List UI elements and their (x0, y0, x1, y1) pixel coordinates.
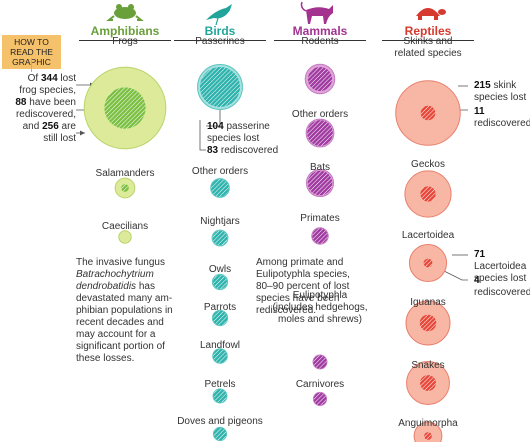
rediscovered-circle (307, 120, 333, 146)
rediscovered-circle (419, 314, 437, 332)
heading-rule (79, 40, 171, 41)
lacertoidea-rediscovered-note: 4 rediscovered (474, 275, 530, 298)
category-label: Nightjars (200, 216, 240, 227)
rediscovered-circle (420, 186, 436, 202)
category-label: Bats (309, 162, 331, 173)
category-label: Salamanders (95, 168, 155, 179)
category-label: Lacertoidea (401, 230, 455, 241)
category-label: Rodents (301, 36, 339, 47)
category-label: Geckos (411, 159, 445, 170)
bird-icon (206, 4, 232, 26)
category-label: Frogs (112, 36, 138, 47)
category-label: Iguanas (410, 297, 446, 308)
rediscovered-circle (211, 179, 229, 197)
rediscovered-circle (313, 392, 327, 406)
rediscovered-circle (212, 230, 228, 246)
category-label: Carnivores (295, 379, 345, 390)
rediscovered-circle (423, 258, 433, 268)
category-label: Other orders (191, 166, 249, 177)
heading-amphibians: Amphibians (90, 24, 160, 38)
heading-rule (274, 40, 366, 41)
category-label: Passerines (195, 36, 245, 47)
category-label: Petrels (204, 379, 236, 390)
heading-reptiles: Reptiles (404, 24, 452, 38)
leader-arrow (80, 130, 85, 136)
leader-line (199, 120, 206, 151)
rediscovered-circle (213, 349, 227, 363)
category-label: Snakes (411, 360, 445, 371)
rediscovered-circle (104, 87, 146, 129)
category-label: Skinks and related species (394, 36, 462, 59)
category-label: Eulipotyphla (includes hedgehogs, moles an… (272, 290, 368, 325)
rediscovered-circle (212, 310, 228, 326)
cat-icon (300, 1, 333, 24)
category-label: Anguimorpha (398, 418, 458, 429)
rediscovered-circle (312, 228, 328, 244)
rediscovered-circle (213, 389, 227, 403)
rediscovered-circle (313, 355, 327, 369)
heading-birds: Birds (204, 24, 236, 38)
lost-circle (413, 421, 443, 442)
turtle-icon (416, 8, 446, 20)
how-to-read-connector (31, 58, 32, 72)
heading-rule (382, 40, 474, 41)
rediscovered-circle (424, 432, 432, 440)
frog-icon (106, 4, 144, 21)
heading-mammals: Mammals (292, 24, 348, 38)
category-label: Other orders (291, 109, 349, 120)
lost-circle (118, 230, 132, 244)
passerine-note: 104 passerine species lost 83 rediscover… (207, 121, 279, 156)
frogs-lost-note: Of 344 lost frog species, 88 have been r… (15, 73, 76, 144)
category-label: Owls (208, 264, 232, 275)
rediscovered-circle (121, 184, 129, 192)
rediscovered-circle (420, 375, 436, 391)
skink-rediscovered-note: 11 rediscovered (474, 106, 530, 129)
rediscovered-circle (307, 170, 333, 196)
category-label: Primates (300, 213, 340, 224)
leader-line (206, 108, 221, 127)
category-label: Caecilians (101, 221, 149, 232)
category-label: Parrots (203, 302, 237, 313)
skink-note: 215 skink species lost (474, 80, 527, 103)
rediscovered-circle (213, 275, 227, 289)
heading-rule (174, 40, 266, 41)
rediscovered-circle (420, 105, 436, 121)
category-label: Landfowl (199, 340, 241, 351)
category-label: Doves and pigeons (177, 416, 263, 427)
primate-paragraph: Among primate and Eulipotyphla species, … (256, 257, 350, 316)
rediscovered-circle (199, 66, 241, 108)
fungus-paragraph: The invasive fungus Batrachochytrium den… (76, 257, 173, 364)
lacertoidea-note: 71 Lacertoidea species lost (474, 249, 527, 284)
rediscovered-circle (213, 427, 227, 441)
rediscovered-circle (307, 66, 333, 92)
